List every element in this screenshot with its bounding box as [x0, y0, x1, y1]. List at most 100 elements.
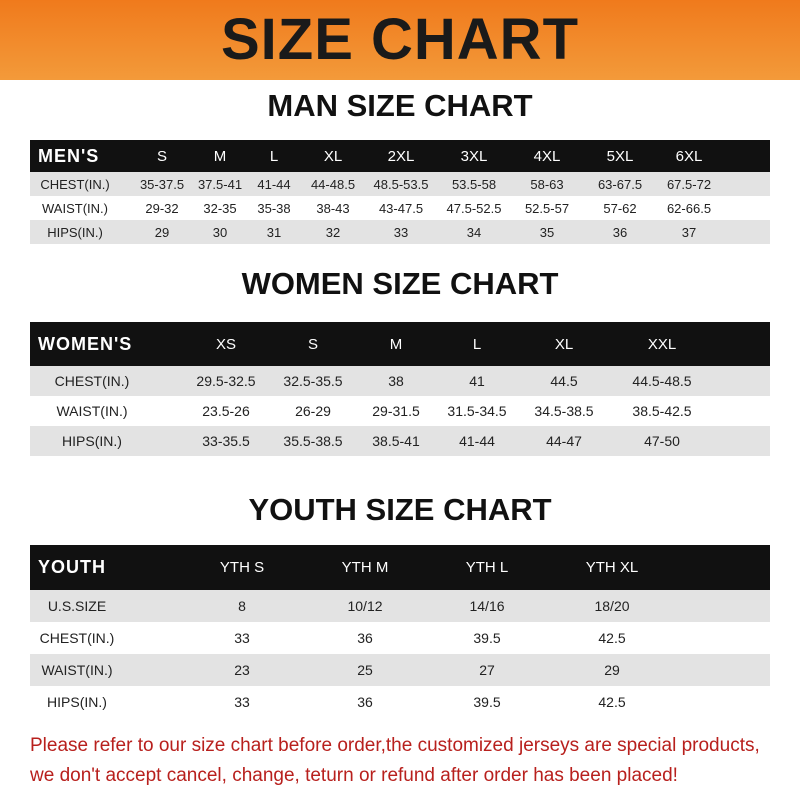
- table-cell: 33: [393, 224, 409, 240]
- table-cell: 47-50: [644, 433, 680, 449]
- table-row: CHEST(IN.) 29.5-32.5 32.5-35.5 38 41 44.5 44.5…: [30, 366, 770, 396]
- table-cell: 32: [325, 224, 341, 240]
- header-label: MEN'S: [38, 145, 100, 166]
- table-cell: 14/16: [469, 598, 505, 614]
- column-header: 6XL: [675, 147, 703, 165]
- table-cell: 44-48.5: [310, 176, 356, 192]
- table-cell: 43-47.5: [378, 200, 424, 216]
- table-cell: 35.5-38.5: [283, 433, 343, 449]
- column-header: S: [307, 335, 319, 353]
- header-label: WOMEN'S: [38, 333, 133, 354]
- table-cell: 48.5-53.5: [373, 176, 429, 192]
- table-cell: 36: [357, 630, 373, 646]
- table-cell: 38.5-41: [372, 433, 420, 449]
- table-cell: 29: [604, 662, 620, 678]
- table-cell: 57-62: [603, 200, 637, 216]
- title-banner: SIZE CHART: [0, 0, 800, 80]
- column-header: S: [156, 147, 168, 165]
- table-cell: 34.5-38.5: [534, 403, 594, 419]
- table-cell: 47.5-52.5: [446, 200, 502, 216]
- column-header: YTH S: [219, 559, 265, 576]
- table-cell: 31.5-34.5: [447, 403, 507, 419]
- column-header: 2XL: [387, 147, 415, 165]
- row-label: CHEST(IN.): [39, 630, 115, 646]
- column-header: M: [213, 147, 227, 165]
- table-row: U.S.SIZE 8 10/12 14/16 18/20: [30, 590, 770, 622]
- table-cell: 36: [612, 224, 628, 240]
- table-cell: 38-43: [316, 200, 350, 216]
- table-cell: 39.5: [473, 694, 501, 710]
- table-cell: 38: [388, 373, 404, 389]
- table-row: CHEST(IN.) 35-37.5 37.5-41 41-44 44-48.5 48.5…: [30, 172, 770, 196]
- page-title: SIZE CHART: [221, 7, 579, 72]
- table-cell: 62-66.5: [666, 200, 712, 216]
- table-cell: 35-37.5: [139, 176, 185, 192]
- column-header: L: [472, 335, 482, 353]
- table-cell: 41-44: [459, 433, 495, 449]
- table-cell: 39.5: [473, 630, 501, 646]
- table-cell: 37: [681, 224, 697, 240]
- table-cell: 42.5: [598, 694, 626, 710]
- table-cell: 37.5-41: [197, 176, 243, 192]
- table-cell: 38.5-42.5: [632, 403, 692, 419]
- table-row: HIPS(IN.) 29 30 31 32 33 34 35 36 37: [30, 220, 770, 244]
- table-cell: 31: [266, 224, 282, 240]
- table-row: WAIST(IN.) 29-32 32-35 35-38 38-43 43-47.5 47.…: [30, 196, 770, 220]
- table-cell: 44-47: [546, 433, 582, 449]
- header-row: MEN'S S M L XL 2XL 3XL 4XL 5XL 6XL: [30, 140, 770, 172]
- table-cell: 52.5-57: [524, 200, 570, 216]
- table-cell: 8: [238, 598, 246, 614]
- column-header: 5XL: [606, 147, 634, 165]
- table-cell: 63-67.5: [597, 176, 643, 192]
- column-header: M: [389, 335, 403, 353]
- notice-line-1: Please refer to our size chart before or…: [30, 735, 760, 756]
- row-label: CHEST(IN.): [40, 176, 110, 192]
- table-cell: 18/20: [594, 598, 630, 614]
- table-cell: 35-38: [257, 200, 291, 216]
- column-header: XL: [323, 147, 343, 165]
- table-cell: 36: [357, 694, 373, 710]
- youth-title: YOUTH SIZE CHART: [248, 492, 552, 527]
- table-cell: 33-35.5: [202, 433, 250, 449]
- men-title: MAN SIZE CHART: [267, 88, 533, 123]
- row-label: WAIST(IN.): [56, 403, 128, 419]
- table-cell: 41-44: [257, 176, 291, 192]
- table-cell: 25: [357, 662, 373, 678]
- table-cell: 27: [479, 662, 495, 678]
- women-title: WOMEN SIZE CHART: [241, 266, 559, 301]
- table-cell: 10/12: [347, 598, 383, 614]
- table-cell: 35: [539, 224, 555, 240]
- column-header: YTH XL: [585, 559, 639, 576]
- table-cell: 30: [212, 224, 228, 240]
- table-cell: 58-63: [530, 176, 564, 192]
- table-cell: 26-29: [295, 403, 331, 419]
- table-cell: 23.5-26: [202, 403, 250, 419]
- table-cell: 29-32: [145, 200, 179, 216]
- table-row: HIPS(IN.) 33-35.5 35.5-38.5 38.5-41 41-44 44-…: [30, 426, 770, 456]
- table-cell: 29: [154, 224, 170, 240]
- table-cell: 33: [234, 694, 250, 710]
- table-cell: 32.5-35.5: [283, 373, 343, 389]
- row-label: HIPS(IN.): [47, 224, 103, 240]
- header-row: WOMEN'S XS S M L XL XXL: [30, 322, 770, 366]
- table-cell: 34: [466, 224, 482, 240]
- column-header: XS: [215, 335, 237, 353]
- column-header: 3XL: [460, 147, 488, 165]
- table-row: WAIST(IN.) 23.5-26 26-29 29-31.5 31.5-34.5 34…: [30, 396, 770, 426]
- table-row: HIPS(IN.) 33 36 39.5 42.5: [30, 686, 770, 718]
- table-cell: 29-31.5: [372, 403, 420, 419]
- table-cell: 53.5-58: [451, 176, 497, 192]
- column-header: XL: [554, 335, 574, 353]
- table-cell: 44.5-48.5: [632, 373, 692, 389]
- row-label: WAIST(IN.): [42, 200, 108, 216]
- row-label: HIPS(IN.): [47, 694, 107, 710]
- table-cell: 41: [469, 373, 485, 389]
- table-cell: 32-35: [203, 200, 237, 216]
- notice-line-2: we don't accept cancel, change, teturn o…: [30, 765, 678, 786]
- table-cell: 67.5-72: [666, 176, 712, 192]
- table-row: CHEST(IN.) 33 36 39.5 42.5: [30, 622, 770, 654]
- table-row: WAIST(IN.) 23 25 27 29: [30, 654, 770, 686]
- column-header: YTH L: [465, 559, 509, 576]
- column-header: XXL: [647, 335, 677, 353]
- table-cell: 42.5: [598, 630, 626, 646]
